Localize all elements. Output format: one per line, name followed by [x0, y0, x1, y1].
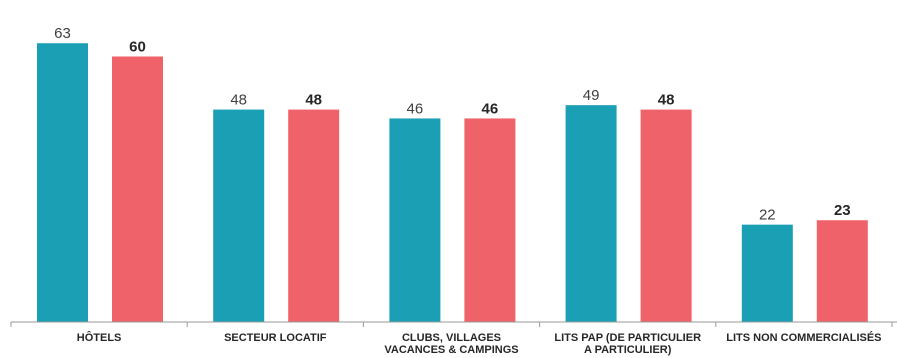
- bar-series-2-category-2: [288, 109, 340, 322]
- category-label-line: VACANCES & CAMPINGS: [384, 344, 518, 356]
- bars-layer: [37, 43, 868, 322]
- category-label-line: LITS PAP (DE PARTICULIER: [554, 332, 701, 344]
- bar-series-2-category-1: [112, 56, 163, 322]
- value-labels-layer: 63 48 46 49 22 60 48 46 48 23: [54, 25, 850, 223]
- bar-series-2-category-5: [816, 220, 868, 322]
- bar-series-2-category-3: [464, 118, 516, 322]
- bar-value-label: 60: [129, 39, 146, 56]
- category-labels-layer: HÔTELS SECTEUR LOCATIF CLUBS, VILLAGES VACA…: [77, 331, 882, 356]
- bar-series-1-category-5: [741, 224, 793, 322]
- bar-series-2-category-4: [640, 109, 692, 322]
- bar-value-label: 48: [230, 92, 247, 109]
- bar-series-1-category-2: [213, 109, 265, 322]
- category-label-line: A PARTICULIER): [584, 344, 672, 356]
- bar-value-label: 48: [305, 92, 322, 109]
- category-label: LITS NON COMMERCIALISÉS: [726, 331, 881, 344]
- bar-series-1-category-3: [389, 118, 441, 322]
- category-label-line: LITS NON COMMERCIALISÉS: [726, 331, 881, 344]
- bar-value-label: 23: [834, 202, 851, 219]
- bar-series-1-category-1: [37, 43, 88, 322]
- category-label-line: CLUBS, VILLAGES: [402, 332, 501, 344]
- bar-value-label: 22: [759, 207, 776, 224]
- bar-value-label: 49: [583, 87, 600, 104]
- bar-value-label: 63: [54, 25, 71, 42]
- bar-value-label: 46: [482, 100, 499, 117]
- category-label: LITS PAP (DE PARTICULIER A PARTICULIER): [554, 332, 701, 356]
- bar-series-1-category-4: [565, 105, 617, 322]
- category-label: CLUBS, VILLAGES VACANCES & CAMPINGS: [384, 332, 518, 356]
- x-axis-ticks: [10, 322, 893, 327]
- bar-value-label: 46: [407, 100, 424, 117]
- category-label: HÔTELS: [77, 331, 122, 344]
- category-label: SECTEUR LOCATIF: [224, 332, 327, 344]
- category-label-line: SECTEUR LOCATIF: [224, 332, 327, 344]
- category-label-line: HÔTELS: [77, 331, 122, 344]
- bar-value-label: 48: [658, 92, 675, 109]
